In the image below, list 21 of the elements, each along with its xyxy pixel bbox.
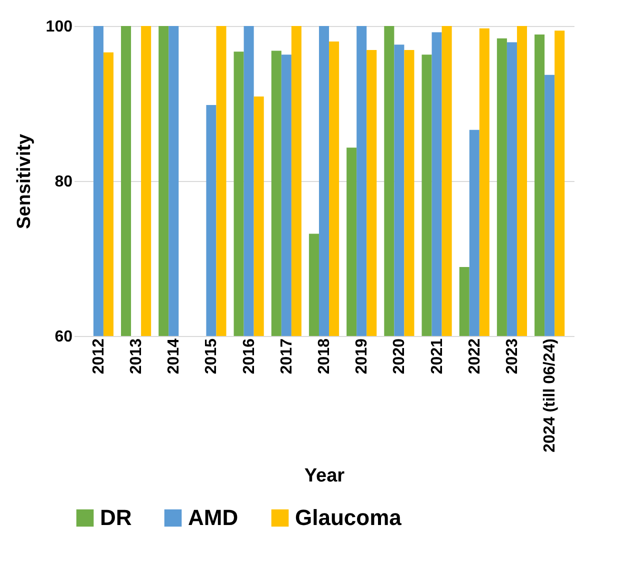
x-tick-label: 2022 [466,338,484,374]
x-tick-label: 2012 [90,338,108,374]
legend-label: Glaucoma [295,505,402,530]
x-tick-label: 2018 [316,338,333,374]
x-tick-label: 2020 [391,338,408,374]
x-tick-label: 2017 [278,338,296,374]
x-tick-label: 2016 [240,338,258,374]
y-tick-label: 100 [46,18,73,36]
y-axis-title: Sensitivity [14,134,35,230]
x-tick-label: 2019 [354,338,371,374]
x-axis-title: Year [304,465,346,486]
x-tick-label: 2015 [203,338,220,374]
legend-label: AMD [188,505,238,530]
y-tick-label: 80 [54,174,73,190]
x-tick-label: 2014 [166,338,183,374]
legend-label: DR [100,505,132,530]
x-tick-label: 2013 [128,338,146,374]
x-tick-label: 2023 [504,338,521,374]
y-tick-label: 60 [54,328,73,346]
x-tick-label: 2021 [428,338,446,374]
x-tick-label: 2024 (till 06/24) [542,338,559,452]
